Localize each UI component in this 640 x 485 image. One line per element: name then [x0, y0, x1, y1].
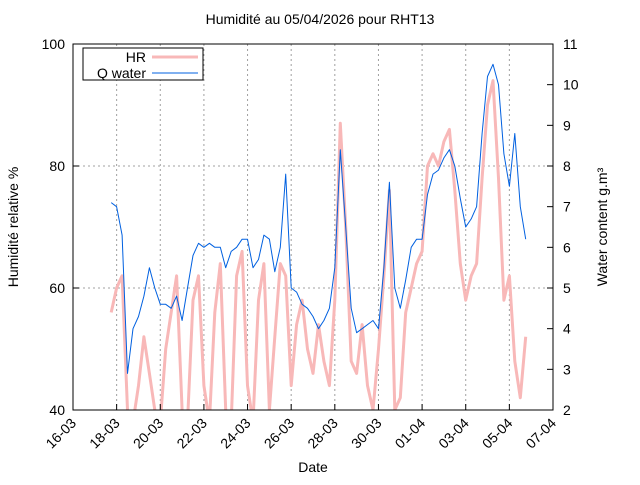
series-line [109, 79, 528, 410]
series-line [110, 63, 527, 374]
y2-tick-label: 2 [563, 402, 571, 418]
y2-tick-label: 10 [563, 77, 579, 93]
x-tick-label: 07-04 [522, 415, 559, 452]
x-tick-label: 03-04 [435, 415, 472, 452]
y2-axis-label: Water content g.m³ [594, 167, 610, 286]
x-tick-label: 05-04 [479, 415, 516, 452]
x-tick-label: 20-03 [130, 415, 167, 452]
legend-label: Q water [97, 65, 146, 81]
x-tick-label: 28-03 [304, 415, 341, 452]
y2-tick-label: 7 [563, 199, 571, 215]
plot-frame [72, 43, 554, 411]
y2-tick-label: 9 [563, 117, 571, 133]
x-tick-label: 01-04 [392, 415, 429, 452]
y-tick-label: 40 [49, 402, 65, 418]
y-axis-label: Humidité relative % [5, 167, 21, 288]
y2-tick-label: 5 [563, 280, 571, 296]
x-tick-label: 30-03 [348, 415, 385, 452]
legend-label: HR [126, 49, 146, 65]
legend: HRQ water [82, 47, 204, 81]
x-tick-label: 22-03 [173, 415, 210, 452]
x-axis-label: Date [298, 459, 328, 475]
y2-tick-label: 3 [563, 361, 571, 377]
y2-tick-label: 8 [563, 158, 571, 174]
chart-title: Humidité au 05/04/2026 pour RHT13 [206, 11, 435, 27]
grid [73, 44, 553, 410]
y-tick-label: 100 [42, 36, 66, 52]
y-tick-label: 80 [49, 158, 65, 174]
y-tick-label: 60 [49, 280, 65, 296]
x-tick-label: 24-03 [217, 415, 254, 452]
x-tick-label: 26-03 [261, 415, 298, 452]
legend-box [82, 47, 204, 81]
y2-tick-label: 4 [563, 321, 571, 337]
y2-tick-label: 11 [563, 36, 578, 52]
x-tick-label: 16-03 [42, 415, 79, 452]
x-tick-label: 18-03 [86, 415, 123, 452]
y2-tick-label: 6 [563, 239, 571, 255]
plot-area [109, 63, 528, 410]
